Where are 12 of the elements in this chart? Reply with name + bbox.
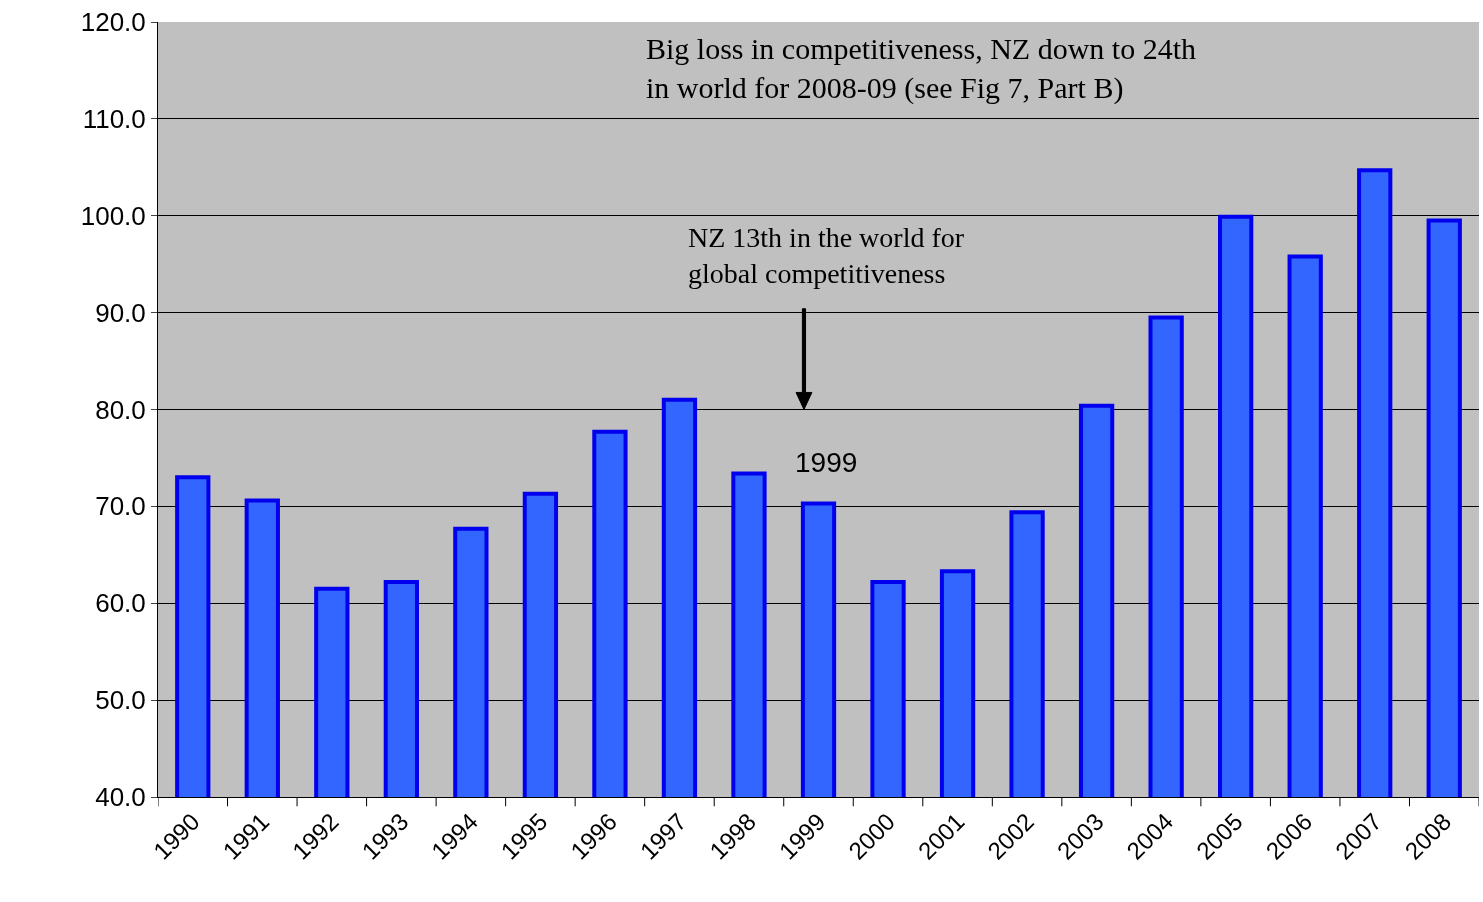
annotation: 1999 [795, 447, 858, 478]
y-tick-label: 80.0 [95, 394, 146, 425]
y-tick-label: 50.0 [95, 685, 146, 716]
y-tick-label: 100.0 [80, 200, 146, 231]
y-tick-label: 90.0 [95, 297, 146, 328]
annotation: NZ 13th in the world for global competitiveness [688, 222, 965, 290]
y-tick-label: 120.0 [80, 7, 146, 38]
y-tick-label: 40.0 [95, 782, 146, 813]
annotation: Big loss in competitiveness, NZ down to 24th in world for 2008-09 (see Fig 7, Part B) [646, 32, 1196, 105]
y-tick-label: 110.0 [82, 103, 146, 134]
y-tick-label: 60.0 [95, 588, 146, 619]
y-tick-label: 70.0 [95, 491, 146, 522]
